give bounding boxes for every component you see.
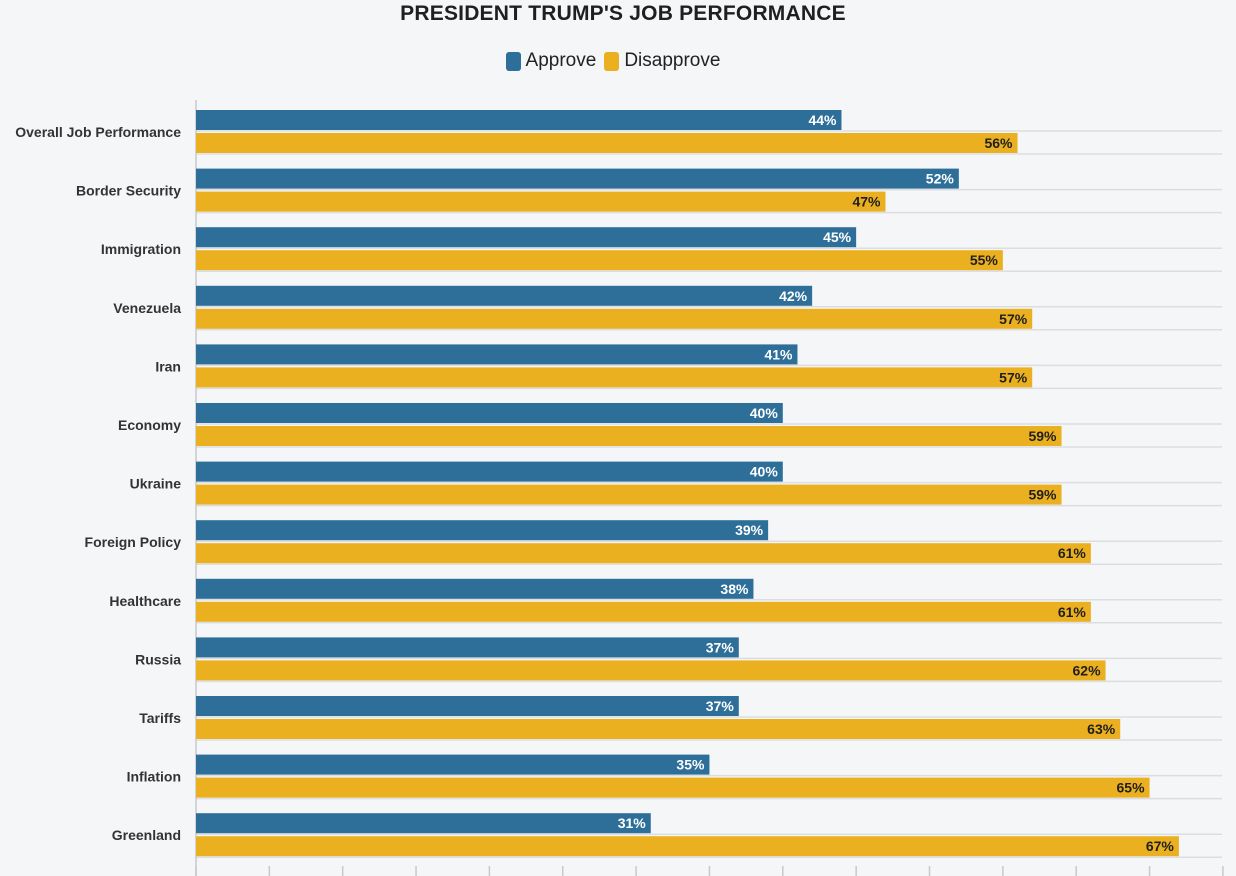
- category-label: Tariffs: [139, 710, 181, 726]
- category-label: Ukraine: [130, 476, 182, 492]
- category-label: Overall Job Performance: [15, 124, 181, 140]
- bar-disapprove[interactable]: [196, 719, 1121, 739]
- data-label-approve: 41%: [764, 346, 793, 362]
- legend-label-disapprove: Disapprove: [624, 50, 721, 71]
- data-label-approve: 35%: [676, 757, 705, 773]
- bar-disapprove[interactable]: [196, 836, 1179, 857]
- category-label: Healthcare: [109, 593, 181, 609]
- category-label: Iran: [155, 358, 181, 374]
- bar-disapprove[interactable]: [196, 601, 1091, 622]
- data-label-approve: 39%: [735, 522, 764, 538]
- category-label: Foreign Policy: [85, 534, 182, 550]
- data-label-approve: 37%: [706, 639, 735, 655]
- category-label: Russia: [135, 651, 181, 667]
- data-label-approve: 31%: [618, 815, 647, 831]
- bar-approve[interactable]: [196, 403, 783, 423]
- legend-item-approve[interactable]: Approve: [505, 50, 597, 72]
- bar-disapprove[interactable]: [196, 777, 1150, 798]
- bar-approve[interactable]: [196, 110, 842, 130]
- data-label-disapprove: 59%: [1028, 428, 1057, 444]
- bar-disapprove[interactable]: [196, 250, 1003, 271]
- chart-title: PRESIDENT TRUMP'S JOB PERFORMANCE: [400, 2, 846, 25]
- data-label-disapprove: 57%: [999, 369, 1028, 385]
- data-label-approve: 52%: [926, 171, 955, 187]
- bar-approve[interactable]: [196, 227, 857, 248]
- bar-approve[interactable]: [196, 344, 798, 365]
- data-label-approve: 38%: [720, 581, 749, 597]
- bar-approve[interactable]: [196, 520, 769, 541]
- data-label-approve: 44%: [808, 112, 837, 128]
- bar-approve[interactable]: [196, 754, 710, 775]
- bar-disapprove[interactable]: [196, 308, 1033, 329]
- bar-approve[interactable]: [196, 168, 959, 189]
- data-label-disapprove: 62%: [1073, 662, 1102, 678]
- data-label-disapprove: 59%: [1028, 487, 1057, 503]
- legend-item-disapprove[interactable]: Disapprove: [604, 50, 720, 72]
- data-label-disapprove: 63%: [1087, 721, 1116, 737]
- bar-approve[interactable]: [196, 637, 739, 658]
- category-label: Venezuela: [113, 300, 181, 316]
- category-label: Border Security: [76, 183, 181, 199]
- bar-disapprove[interactable]: [196, 660, 1106, 681]
- data-label-approve: 42%: [779, 288, 808, 304]
- bar-disapprove[interactable]: [196, 191, 886, 212]
- legend-swatch-approve: [505, 51, 521, 71]
- bar-approve[interactable]: [196, 285, 813, 306]
- data-label-disapprove: 47%: [852, 194, 881, 210]
- data-label-disapprove: 61%: [1058, 545, 1087, 561]
- bar-disapprove[interactable]: [196, 133, 1018, 153]
- bar-disapprove[interactable]: [196, 543, 1091, 564]
- bar-disapprove[interactable]: [196, 367, 1033, 388]
- data-label-approve: 40%: [750, 464, 779, 480]
- data-label-approve: 40%: [750, 405, 779, 421]
- data-label-disapprove: 61%: [1058, 604, 1087, 620]
- legend-swatch-disapprove: [604, 51, 620, 71]
- bar-disapprove[interactable]: [196, 426, 1062, 446]
- data-label-disapprove: 67%: [1146, 838, 1175, 854]
- bar-disapprove[interactable]: [196, 484, 1062, 505]
- legend-label-approve: Approve: [525, 50, 597, 71]
- data-label-disapprove: 57%: [999, 311, 1028, 327]
- category-label: Greenland: [112, 827, 181, 843]
- category-label: Inflation: [127, 769, 181, 785]
- bar-approve[interactable]: [196, 578, 754, 599]
- data-label-disapprove: 65%: [1117, 780, 1146, 796]
- bar-approve[interactable]: [196, 696, 739, 716]
- legend: Approve Disapprove: [0, 50, 1226, 72]
- data-label-disapprove: 55%: [970, 252, 999, 268]
- data-label-disapprove: 56%: [984, 135, 1013, 151]
- category-label: Economy: [118, 417, 181, 433]
- data-label-approve: 45%: [823, 229, 852, 245]
- category-label: Immigration: [101, 241, 181, 257]
- bar-approve[interactable]: [196, 461, 783, 482]
- data-label-approve: 37%: [706, 698, 735, 714]
- bar-approve[interactable]: [196, 813, 651, 834]
